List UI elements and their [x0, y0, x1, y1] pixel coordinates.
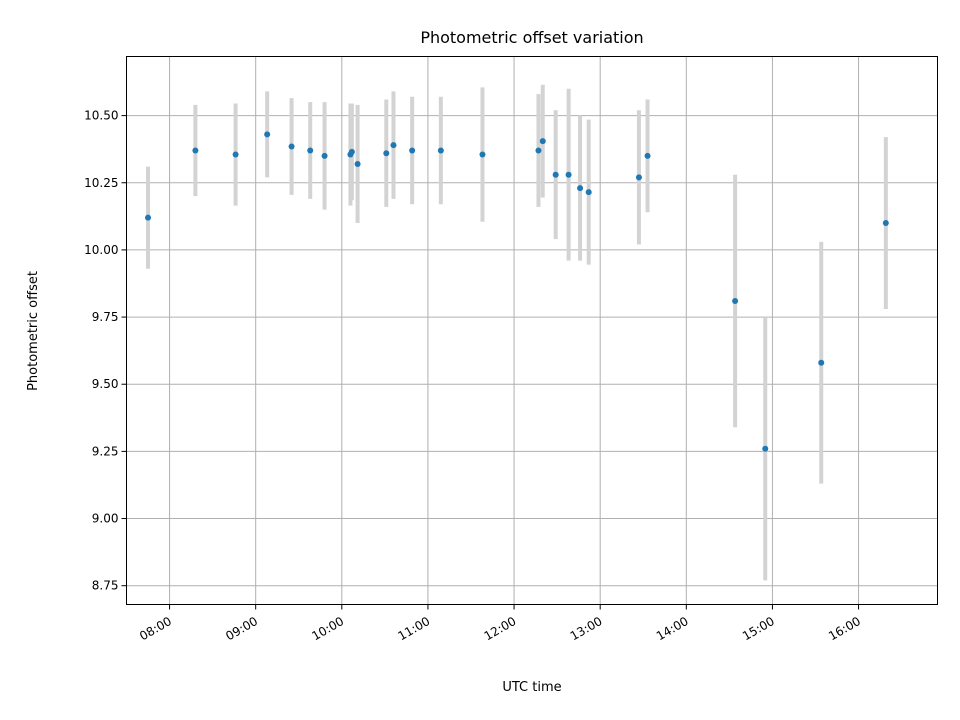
data-point [354, 160, 361, 167]
data-point [348, 148, 355, 155]
data-point [437, 147, 444, 154]
data-point [145, 214, 152, 221]
data-point [479, 151, 486, 158]
x-axis: 08:00 09:00 10:00 11:00 12:00 13:00 14:00 15:00… [137, 604, 863, 643]
error-bars [146, 84, 888, 581]
y-tick-label: 9.50 [92, 377, 119, 391]
x-tick-label: 08:00 [137, 614, 174, 643]
x-tick-label: 15:00 [740, 614, 777, 643]
data-point [321, 152, 328, 159]
chart-title: Photometric offset variation [420, 28, 643, 47]
grid [126, 56, 938, 605]
y-tick-label: 9.25 [92, 444, 119, 458]
y-tick-label: 9.00 [92, 512, 119, 526]
y-axis-label: Photometric offset [26, 271, 41, 391]
x-axis-label: UTC time [502, 680, 561, 695]
data-point [232, 151, 239, 158]
x-tick-label: 16:00 [826, 614, 863, 643]
data-point [577, 185, 584, 192]
data-point [390, 142, 397, 149]
data-point [732, 297, 739, 304]
data-point [288, 143, 295, 150]
data-point [192, 147, 199, 154]
data-point [539, 138, 546, 145]
plot-frame [126, 56, 938, 605]
x-tick-label: 09:00 [223, 614, 260, 643]
data-point [762, 445, 769, 452]
y-tick-label: 10.50 [84, 109, 118, 123]
data-point [307, 147, 314, 154]
y-axis: 8.75 9.00 9.25 9.50 9.75 10.00 10.25 10.50 [84, 109, 127, 593]
x-tick-label: 13:00 [568, 614, 605, 643]
y-tick-label: 10.00 [84, 243, 118, 257]
data-point [644, 152, 651, 159]
data-points [145, 131, 889, 452]
y-tick-label: 10.25 [84, 176, 118, 190]
x-tick-label: 12:00 [482, 614, 519, 643]
x-tick-label: 14:00 [654, 614, 691, 643]
data-point [818, 359, 825, 366]
y-tick-label: 9.75 [92, 310, 119, 324]
x-tick-label: 11:00 [395, 614, 432, 643]
data-point [565, 171, 572, 178]
data-point [552, 171, 559, 178]
data-point [635, 174, 642, 181]
y-tick-label: 8.75 [92, 579, 119, 593]
data-point [409, 147, 416, 154]
data-point [585, 189, 592, 196]
data-point [535, 147, 542, 154]
data-point [383, 150, 390, 157]
data-point [264, 131, 271, 138]
x-tick-label: 10:00 [309, 614, 346, 643]
data-point [882, 220, 889, 227]
